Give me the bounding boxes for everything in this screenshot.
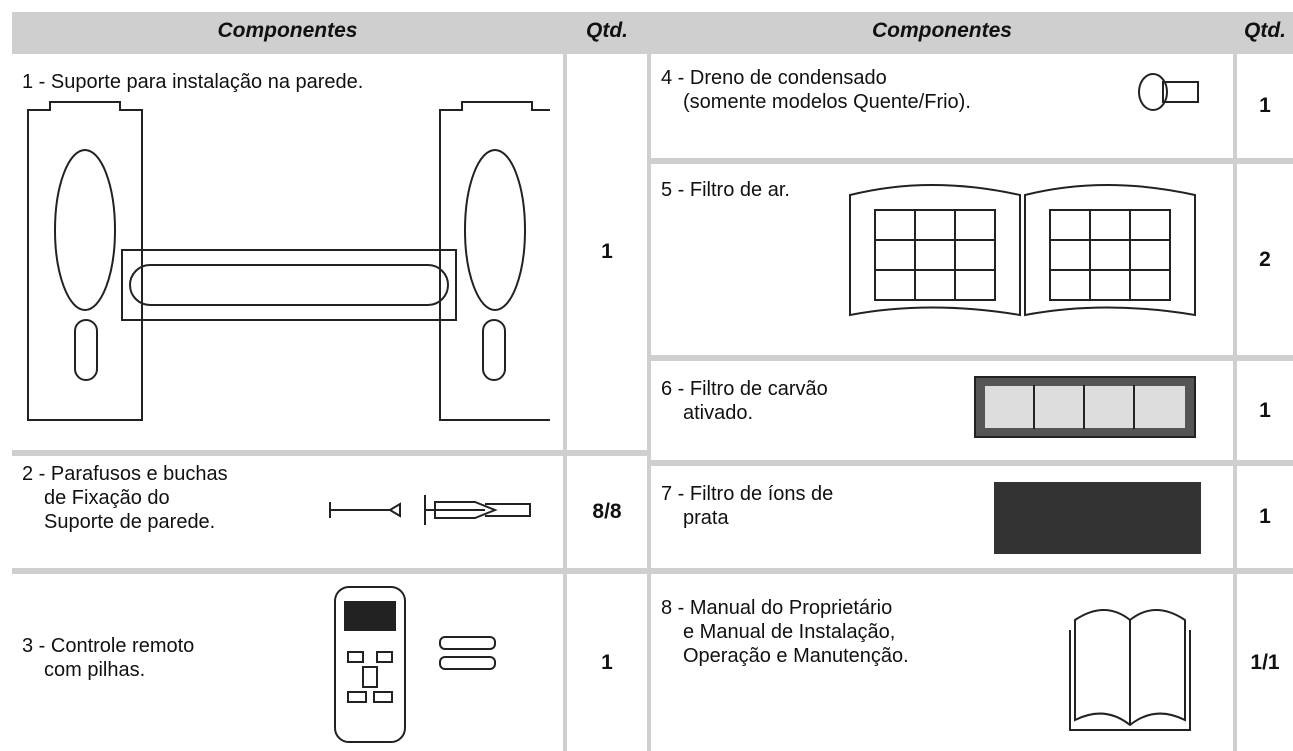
qty-cell xyxy=(1237,54,1293,158)
qty-cell xyxy=(1237,164,1293,355)
carbon-filter-icon xyxy=(974,376,1196,438)
qty-cell xyxy=(567,54,647,450)
qty-cell xyxy=(1237,574,1293,751)
qty-text: 1 xyxy=(601,650,613,674)
text-line: prata xyxy=(683,507,729,529)
component-cell xyxy=(651,54,1233,158)
component-text: 4 - Dreno de condensado (somente modelos … xyxy=(661,66,971,114)
text-line: 1 - Suporte para instalação na parede. xyxy=(22,71,364,93)
silver-filter-icon xyxy=(994,482,1201,554)
text-line: 2 - Parafusos e buchas xyxy=(22,463,228,485)
component-text: 5 - Filtro de ar. xyxy=(661,178,790,202)
header-cell: Qtd. xyxy=(586,19,628,42)
component-cell xyxy=(12,574,563,751)
text-line: 7 - Filtro de íons de xyxy=(661,483,834,505)
header-cell: Qtd. xyxy=(1244,19,1286,42)
text-line: ativado. xyxy=(683,402,754,424)
text-line: Operação e Manutenção. xyxy=(683,645,909,667)
qty-cell xyxy=(1237,361,1293,460)
qty-text: 1 xyxy=(1259,505,1271,528)
text-line: (somente modelos Quente/Frio). xyxy=(683,91,971,113)
air-filter-icon xyxy=(849,184,1196,317)
header-cell: Componentes xyxy=(871,19,1012,42)
component-cell xyxy=(12,54,563,450)
qty-cell xyxy=(567,574,647,751)
qty-text: 1 xyxy=(1259,94,1271,117)
text-line: 4 - Dreno de condensado xyxy=(661,67,887,89)
text-line: 6 - Filtro de carvão xyxy=(661,378,828,400)
text-line: 5 - Filtro de ar. xyxy=(661,179,790,201)
component-text: 3 - Controle remoto com pilhas. xyxy=(22,634,194,682)
component-cell xyxy=(651,164,1233,355)
qty-cell xyxy=(567,456,647,568)
qty-text: 1 xyxy=(1259,398,1271,422)
text-line: de Fixação do xyxy=(44,487,170,509)
drain-icon xyxy=(1138,73,1199,111)
qty-text: 1/1 xyxy=(1250,650,1280,674)
manual-icon xyxy=(1069,609,1191,731)
screws-icon xyxy=(329,495,531,525)
qty-cell xyxy=(1237,466,1293,568)
qty-text: 2 xyxy=(1259,247,1271,271)
component-text: 6 - Filtro de carvão ativado. xyxy=(661,377,828,425)
component-cell xyxy=(12,456,563,568)
text-line: e Manual de Instalação, xyxy=(683,621,896,643)
remote-icon xyxy=(334,586,496,743)
header-cell: Componentes xyxy=(217,19,358,42)
component-text: 7 - Filtro de íons de prata xyxy=(661,482,833,530)
component-text: 2 - Parafusos e buchas de Fixação do Supor… xyxy=(22,462,228,534)
qty-text: 8/8 xyxy=(592,500,622,523)
text-line: 3 - Controle remoto xyxy=(22,635,195,657)
component-text: 8 - Manual do Proprietário e Manual de In… xyxy=(661,596,909,668)
qty-text: 1 xyxy=(601,240,613,263)
text-line: 8 - Manual do Proprietário xyxy=(661,597,893,619)
component-text: 1 - Suporte para instalação na parede. xyxy=(22,70,363,94)
text-line: com pilhas. xyxy=(44,659,146,681)
bracket-icon xyxy=(27,101,550,421)
text-line: Suporte de parede. xyxy=(44,511,216,533)
